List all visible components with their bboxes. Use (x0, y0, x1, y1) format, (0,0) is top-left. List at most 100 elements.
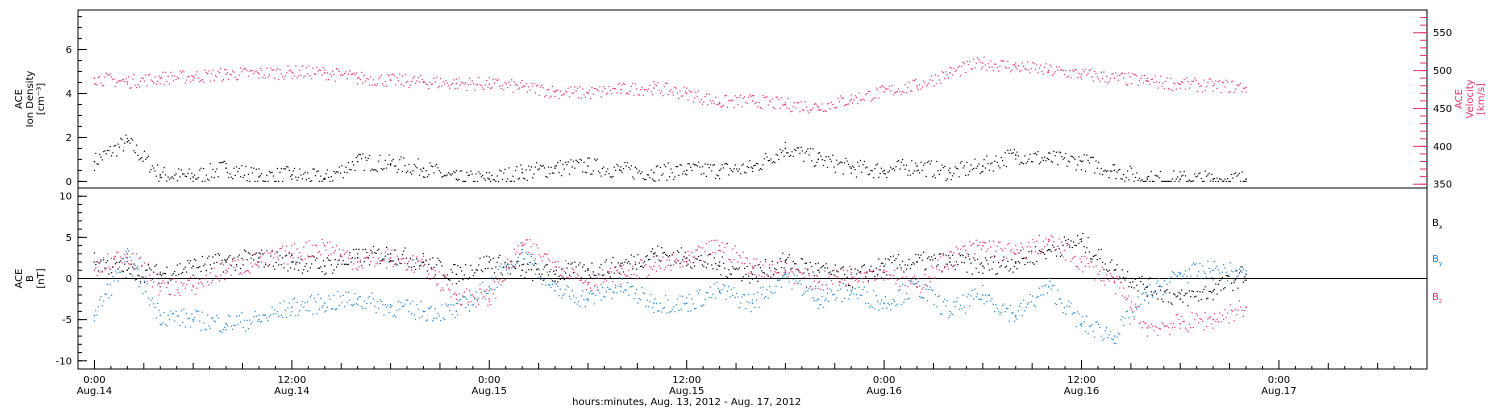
velocity-series-sample (576, 87, 579, 89)
velocity-series-sample (512, 91, 514, 93)
bz-series-sample (512, 265, 514, 268)
bz-series-sample (99, 271, 101, 273)
by-series-sample (221, 331, 223, 333)
bx-series-sample (1200, 298, 1202, 301)
by-series-sample (513, 267, 515, 269)
bz-series-sample (896, 279, 898, 281)
by-series-sample (251, 321, 253, 323)
bx-series-sample (928, 256, 930, 258)
magnetic-field-data-points (93, 232, 1247, 345)
ion-density-series-sample (222, 161, 225, 163)
bx-series-sample (1182, 301, 1184, 303)
bx-series-sample (342, 259, 344, 262)
bx-series-sample (1042, 252, 1044, 254)
bz-series-sample (854, 280, 856, 282)
bz-series-sample (780, 260, 783, 263)
by-series-sample (696, 290, 698, 292)
by-series-sample (183, 308, 185, 310)
by-series-sample (709, 286, 711, 288)
velocity-series-sample (704, 95, 706, 98)
bx-series-sample (1008, 270, 1010, 272)
bx-series-sample (295, 263, 297, 265)
bz-series-point (751, 265, 754, 267)
velocity-series-sample (629, 90, 631, 92)
bx-series-sample (322, 260, 325, 262)
ion-density-series-sample (1132, 173, 1134, 175)
bx-series-sample (1107, 270, 1109, 273)
velocity-series-sample (99, 75, 101, 77)
bx-series-sample (649, 258, 651, 261)
ion-density-series-sample (1101, 174, 1104, 176)
bx-series-sample (163, 272, 165, 274)
by-series-sample (299, 310, 301, 312)
by-series-sample (1107, 337, 1109, 339)
by-series-sample (955, 300, 958, 303)
bz-series-point (1179, 323, 1181, 325)
velocity-series-sample (1113, 77, 1116, 79)
by-series-sample (449, 309, 451, 312)
bz-series-sample (1063, 249, 1066, 251)
bx-series-sample (547, 274, 550, 276)
by-series-sample (1094, 336, 1096, 338)
bz-series-sample (507, 258, 509, 261)
velocity-series-sample (1055, 66, 1058, 68)
ion-density-series-sample (875, 164, 877, 166)
ion-density-series-sample (1198, 173, 1200, 175)
bz-series-sample (970, 245, 972, 247)
bz-series-sample (371, 250, 373, 253)
velocity-series-sample (507, 86, 509, 89)
velocity-series-sample (915, 78, 917, 81)
bz-series-sample (903, 270, 905, 273)
bz-series-sample (766, 273, 768, 275)
bx-series-sample (235, 263, 238, 266)
by-series-sample (500, 263, 502, 265)
by-series-sample (637, 302, 639, 304)
bz-series-sample (765, 261, 767, 263)
velocity-series-sample (343, 72, 346, 75)
by-series-sample (258, 314, 260, 317)
bz-series-sample (439, 290, 442, 292)
by-series-sample (551, 283, 554, 285)
bz-series-sample (795, 269, 797, 271)
by-series-sample (1175, 276, 1177, 278)
velocity-series-sample (337, 68, 339, 71)
velocity-series-sample (93, 83, 96, 85)
bx-series-sample (380, 259, 382, 262)
bx-series-sample (811, 265, 813, 268)
bz-series-sample (570, 275, 572, 278)
bx-series-sample (717, 264, 719, 266)
bz-series-sample (180, 282, 182, 284)
velocity-series-sample (1092, 80, 1094, 82)
by-series-sample (508, 264, 510, 266)
bx-series-sample (237, 256, 239, 258)
by-series-sample (1198, 271, 1200, 273)
velocity-series-sample (832, 104, 834, 106)
by-series-sample (799, 280, 801, 282)
by-series-sample (1065, 313, 1067, 315)
ion-density-series-sample (162, 171, 164, 173)
by-series-sample (120, 271, 122, 273)
bx-series-sample (958, 253, 960, 255)
ion-density-series-sample (1229, 180, 1231, 183)
ion-density-series-sample (734, 164, 736, 166)
bz-series-sample (114, 255, 117, 257)
bz-series-sample (416, 256, 418, 258)
velocity-series-sample (311, 78, 313, 80)
velocity-series-sample (1175, 88, 1177, 90)
velocity-series-sample (351, 73, 354, 75)
bz-series-sample (933, 277, 935, 279)
ion-density-series-sample (1012, 152, 1014, 154)
by-series-sample (973, 298, 975, 300)
bx-series-sample (708, 253, 710, 256)
bx-series-sample (851, 286, 854, 288)
velocity-series-point (784, 103, 787, 106)
bx-series-sample (1119, 276, 1121, 278)
bz-series-sample (558, 266, 560, 268)
time-axis: 0:00Aug.1412:00Aug.140:00Aug.1512:00Aug.… (77, 360, 1412, 397)
velocity-series-sample (253, 73, 255, 75)
by-series-sample (1162, 294, 1164, 296)
by-series-sample (721, 288, 723, 291)
velocity-series-sample (582, 88, 584, 90)
bz-series-sample (1219, 312, 1221, 314)
by-series-sample (975, 296, 977, 298)
